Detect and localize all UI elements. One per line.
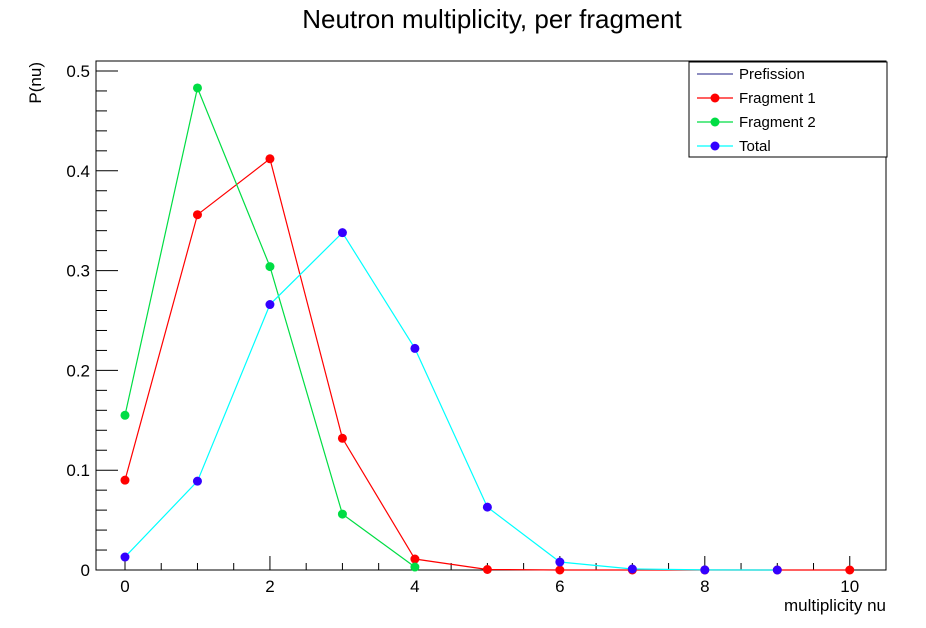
y-axis-label: P(nu) [26, 62, 45, 104]
data-point [410, 554, 420, 564]
data-point [337, 228, 347, 238]
data-point [265, 262, 275, 272]
data-point [555, 557, 565, 567]
x-tick-label: 2 [265, 577, 274, 596]
data-point [700, 565, 710, 575]
data-point [192, 210, 202, 220]
data-point [337, 509, 347, 519]
x-tick-label: 10 [840, 577, 859, 596]
x-tick-label: 8 [700, 577, 709, 596]
y-tick-label: 0.1 [66, 461, 90, 480]
y-tick-label: 0.4 [66, 162, 90, 181]
data-point [410, 343, 420, 353]
data-point [337, 433, 347, 443]
data-point [627, 564, 637, 574]
x-tick-label: 6 [555, 577, 564, 596]
data-point [120, 552, 130, 562]
legend-entry-label: Prefission [739, 66, 805, 83]
series-fragment-2 [120, 83, 420, 572]
data-point [845, 565, 855, 575]
data-point [482, 502, 492, 512]
series-total [120, 228, 782, 575]
data-point [192, 476, 202, 486]
legend-swatch-marker [710, 117, 720, 127]
y-tick-label: 0.5 [66, 62, 90, 81]
x-tick-label: 0 [120, 577, 129, 596]
data-point [120, 475, 130, 485]
data-point [192, 83, 202, 93]
data-point [482, 565, 492, 575]
y-tick-label: 0 [81, 561, 90, 580]
x-axis-label: multiplicity nu [784, 596, 886, 615]
x-tick-label: 4 [410, 577, 419, 596]
legend-entry-label: Total [739, 138, 771, 155]
y-tick-label: 0.3 [66, 262, 90, 281]
data-point [772, 565, 782, 575]
axis-ticks: 0 2 4 6 8 10 0 0.1 0.2 0.3 0.4 0.5 [66, 62, 887, 596]
y-tick-label: 0.2 [66, 361, 90, 380]
data-point [555, 565, 565, 575]
data-point [120, 410, 130, 420]
data-point [410, 562, 420, 572]
legend-box [688, 61, 888, 158]
legend-swatch-marker [710, 93, 720, 103]
legend-entry-label: Fragment 2 [739, 114, 816, 131]
series-line [124, 231, 778, 571]
legend: Prefission Fragment 1 Fragment 2 Total [688, 61, 888, 158]
legend-entry-label: Fragment 1 [739, 90, 816, 107]
legend-swatch-marker [710, 141, 720, 151]
data-point [265, 154, 275, 164]
series-group [120, 83, 855, 575]
data-point [265, 300, 275, 310]
chart-title: Neutron multiplicity, per fragment [302, 4, 682, 34]
